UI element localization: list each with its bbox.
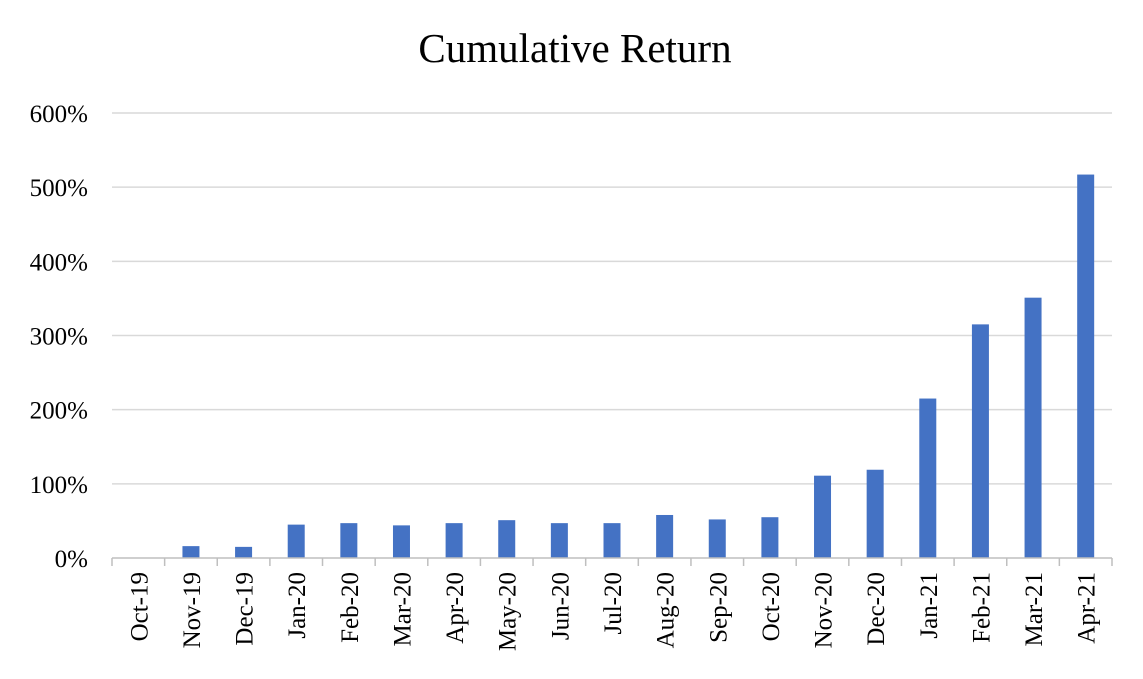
x-tick-label: Mar-20 bbox=[389, 572, 416, 646]
y-tick-label: 400% bbox=[30, 249, 88, 276]
x-tick-label: Jun-20 bbox=[547, 572, 574, 640]
bar bbox=[550, 523, 568, 558]
chart-title: Cumulative Return bbox=[418, 25, 731, 71]
bar bbox=[814, 475, 832, 558]
x-tick-label: Jan-20 bbox=[284, 572, 311, 639]
x-tick-label: Oct-20 bbox=[758, 572, 785, 641]
x-tick-label: Feb-21 bbox=[968, 572, 995, 643]
x-tick-label: Jul-20 bbox=[600, 572, 627, 635]
x-axis bbox=[111, 557, 1113, 566]
bar bbox=[919, 398, 937, 558]
y-tick-label: 500% bbox=[30, 175, 88, 202]
gridlines bbox=[112, 112, 1112, 485]
y-tick-label: 300% bbox=[30, 324, 88, 351]
bar bbox=[1077, 174, 1095, 558]
bar bbox=[445, 523, 463, 558]
bar bbox=[1024, 297, 1042, 558]
x-tick-label: Apr-20 bbox=[442, 572, 469, 644]
bar bbox=[603, 523, 621, 558]
bar bbox=[235, 546, 253, 558]
x-tick-label: Dec-19 bbox=[232, 572, 259, 646]
bar bbox=[392, 525, 410, 558]
bar bbox=[182, 546, 200, 558]
bar bbox=[761, 517, 779, 558]
x-axis-tick-labels: Oct-19 Nov-19 Dec-19 Jan-20 Feb-20 Mar-20 Apr-… bbox=[126, 572, 1100, 651]
bar bbox=[340, 523, 358, 558]
x-tick-label: Aug-20 bbox=[653, 572, 680, 648]
x-tick-label: Sep-20 bbox=[705, 572, 732, 643]
bar bbox=[656, 514, 674, 558]
x-tick-label: Dec-20 bbox=[863, 572, 890, 646]
x-tick-label: Feb-20 bbox=[337, 572, 364, 643]
y-tick-label: 200% bbox=[30, 398, 88, 425]
x-tick-label: May-20 bbox=[495, 572, 522, 651]
x-tick-label: Apr-21 bbox=[1074, 572, 1101, 644]
y-tick-label: 600% bbox=[30, 101, 88, 128]
x-tick-label: Mar-21 bbox=[1021, 572, 1048, 646]
y-axis-tick-labels: 0% 100% 200% 300% 400% 500% 600% bbox=[30, 101, 88, 573]
bar bbox=[708, 519, 726, 558]
y-tick-label: 100% bbox=[30, 472, 88, 499]
x-tick-label: Nov-19 bbox=[179, 572, 206, 648]
bars bbox=[182, 174, 1095, 558]
x-tick-label: Jan-21 bbox=[916, 572, 943, 639]
bar bbox=[971, 324, 989, 558]
bar bbox=[498, 520, 516, 558]
x-tick-label: Nov-20 bbox=[811, 572, 838, 648]
bar bbox=[287, 524, 305, 558]
bar bbox=[866, 469, 884, 558]
x-tick-label: Oct-19 bbox=[126, 572, 153, 641]
y-tick-label: 0% bbox=[55, 546, 88, 573]
